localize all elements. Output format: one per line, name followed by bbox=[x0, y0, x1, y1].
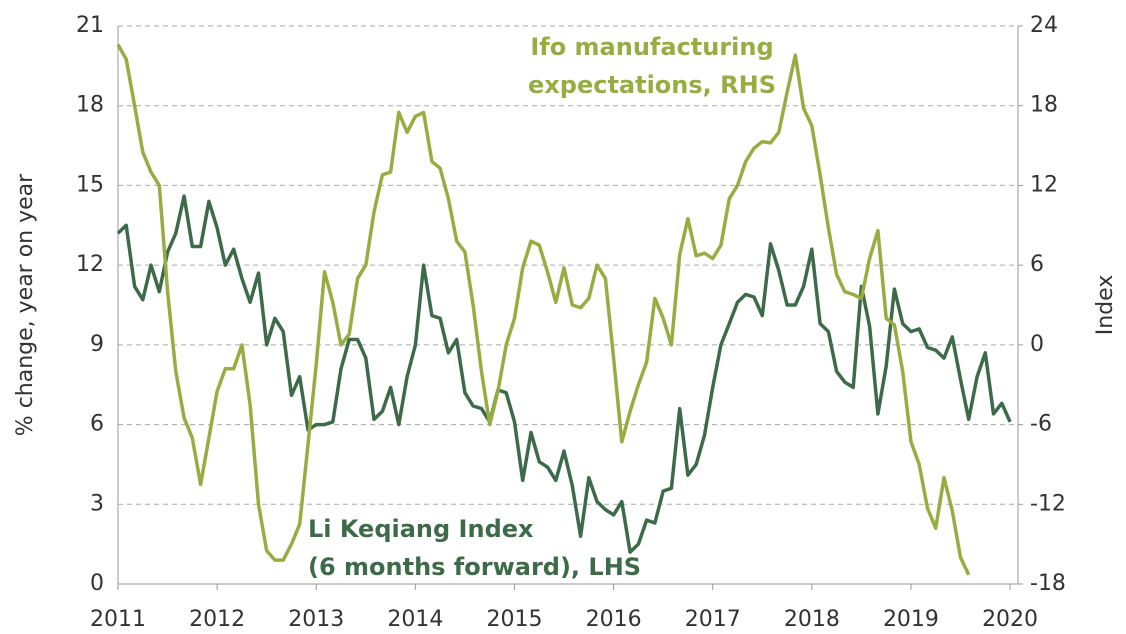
y-tick-label: 6 bbox=[90, 412, 104, 437]
y-tick-label: 3 bbox=[90, 491, 104, 516]
y-tick-label: 21 bbox=[76, 13, 104, 38]
x-tick-label: 2012 bbox=[189, 607, 245, 632]
y2-tick-label: 6 bbox=[1030, 252, 1044, 277]
x-tick-label: 2014 bbox=[387, 607, 443, 632]
y2-tick-label: -18 bbox=[1030, 571, 1066, 596]
x-tick-label: 2018 bbox=[784, 607, 840, 632]
y-tick-label: 9 bbox=[90, 332, 104, 357]
x-tick-label: 2016 bbox=[586, 607, 642, 632]
x-tick-label: 2011 bbox=[90, 607, 146, 632]
annotation: Li Keqiang Index bbox=[308, 515, 534, 543]
annotation: (6 months forward), LHS bbox=[308, 553, 641, 581]
annotation: Ifo manufacturing bbox=[530, 33, 773, 61]
y-tick-label: 18 bbox=[76, 93, 104, 118]
y2-tick-label: 24 bbox=[1030, 13, 1058, 38]
y-axis-label: % change, year on year bbox=[13, 173, 38, 436]
y2-tick-label: -6 bbox=[1030, 412, 1052, 437]
annotation: expectations, RHS bbox=[528, 71, 776, 99]
series-line bbox=[116, 43, 971, 576]
y2-tick-label: -12 bbox=[1030, 491, 1066, 516]
y-tick-label: 0 bbox=[90, 571, 104, 596]
y2-tick-label: 0 bbox=[1030, 332, 1044, 357]
x-tick-label: 2020 bbox=[982, 607, 1038, 632]
y2-axis-label: Index bbox=[1093, 275, 1118, 336]
x-tick-label: 2017 bbox=[685, 607, 741, 632]
y2-tick-label: 18 bbox=[1030, 93, 1058, 118]
y-tick-label: 12 bbox=[76, 252, 104, 277]
y2-tick-label: 12 bbox=[1030, 172, 1058, 197]
series-line bbox=[116, 194, 1012, 554]
x-tick-label: 2013 bbox=[288, 607, 344, 632]
y-tick-label: 15 bbox=[76, 172, 104, 197]
x-tick-label: 2019 bbox=[883, 607, 939, 632]
x-tick-label: 2015 bbox=[486, 607, 542, 632]
